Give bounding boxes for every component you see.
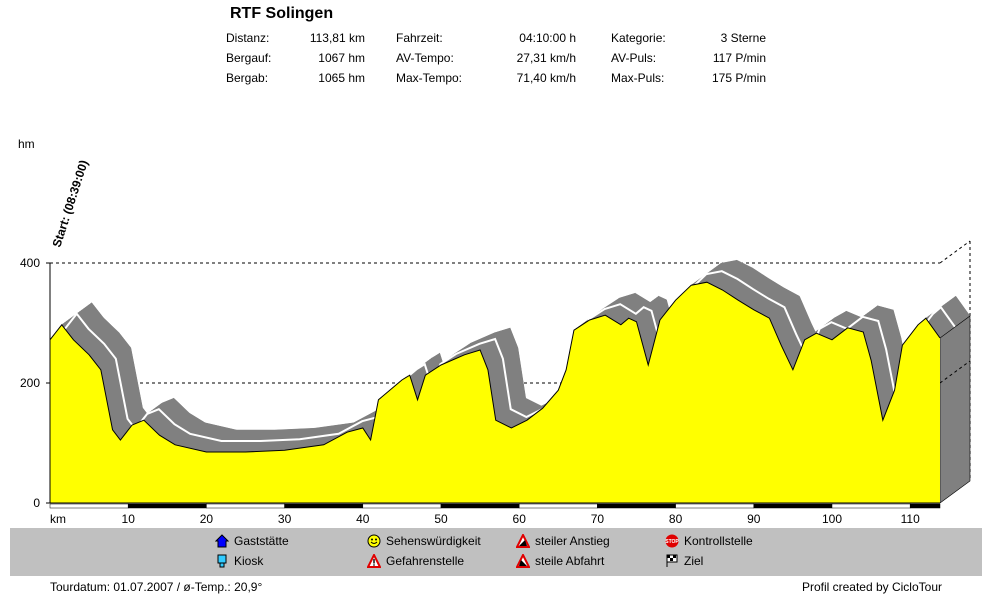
y-tick-label: 200 [20, 376, 40, 390]
legend-label: Kontrollstelle [684, 534, 753, 548]
legend-item: steile Abfahrt [516, 554, 604, 568]
warning-icon [367, 554, 381, 568]
x-tick-label: 40 [356, 512, 370, 526]
km-bar-segment [753, 503, 833, 509]
house-icon [215, 534, 229, 548]
y-axis-label: hm [18, 137, 35, 151]
x-tick-label: 80 [669, 512, 683, 526]
y-tick-label: 400 [20, 256, 40, 270]
km-bar-segment [909, 503, 941, 509]
km-bar-segment [362, 503, 442, 509]
stat-label: Max-Puls: [611, 71, 665, 85]
stat-value: 117 P/min [712, 51, 766, 65]
stat-value: 1067 hm [318, 51, 365, 65]
km-bar-segment [440, 503, 520, 509]
stat-label: Fahrzeit: [396, 31, 443, 45]
legend-label: Ziel [684, 554, 704, 568]
y-tick-label: 0 [33, 496, 40, 510]
legend-item: steiler Anstieg [516, 534, 610, 548]
finish-flag-icon [665, 554, 679, 568]
x-axis-label: km [50, 512, 66, 526]
legend-label: Kiosk [234, 554, 264, 568]
stat-value: 175 P/min [711, 71, 766, 85]
start-annotation: Start: (08:39:00) [50, 158, 91, 249]
gridline-side [939, 360, 971, 384]
legend-item: STOP Kontrollstelle [665, 534, 753, 548]
km-bar-segment [127, 503, 207, 509]
tour-title: RTF Solingen [230, 5, 334, 22]
legend-item: Gefahrenstelle [367, 554, 464, 568]
stat-value: 27,31 km/h [516, 51, 576, 65]
km-bar-segment [831, 503, 911, 509]
legend-item: Gaststätte [215, 534, 289, 548]
km-bar-segment [518, 503, 598, 509]
x-tick-label: 50 [434, 512, 448, 526]
stat-value: 04:10:00 h [519, 31, 576, 45]
x-tick-label: 70 [591, 512, 605, 526]
stat-label: Kategorie: [611, 31, 666, 45]
x-tick-label: 110 [901, 512, 920, 526]
stat-value: 113,81 km [309, 31, 365, 45]
x-tick-label: 90 [747, 512, 761, 526]
profile-area [50, 282, 940, 503]
x-tick-label: 20 [200, 512, 214, 526]
stat-value: 71,40 km/h [516, 71, 576, 85]
stat-label: Bergab: [226, 71, 269, 85]
stat-value: 1065 hm [318, 71, 365, 85]
svg-text:STOP: STOP [665, 539, 679, 545]
legend-label: steile Abfahrt [535, 554, 605, 568]
profile-line [49, 281, 941, 453]
legend-item: Kiosk [215, 554, 263, 568]
steep-descent-icon [516, 554, 530, 568]
profile-side-face [939, 315, 971, 504]
stop-icon: STOP [665, 534, 679, 548]
x-tick-label: 100 [822, 512, 842, 526]
stat-label: Max-Tempo: [396, 71, 463, 85]
x-tick-label: 10 [122, 512, 136, 526]
legend-label: Gefahrenstelle [386, 554, 465, 568]
steep-climb-icon [516, 534, 530, 548]
legend-item: Sehenswürdigkeit [367, 534, 481, 548]
stat-value: 3 Sterne [720, 31, 766, 45]
legend-label: Sehenswürdigkeit [386, 534, 481, 548]
stat-label: AV-Tempo: [396, 51, 454, 65]
gridline-depth [939, 240, 971, 264]
tour-date-temp: Tourdatum: 01.07.2007 / ø-Temp.: 20,9° [50, 580, 263, 594]
stat-label: Bergauf: [226, 51, 272, 65]
stat-label: Distanz: [226, 31, 270, 45]
km-bar-segment [49, 503, 129, 509]
km-bar-segment [284, 503, 364, 509]
x-tick-label: 60 [513, 512, 527, 526]
km-bar-segment [597, 503, 676, 509]
stat-label: AV-Puls: [611, 51, 657, 65]
legend-item: Ziel [665, 554, 703, 568]
smiley-icon [367, 534, 381, 548]
km-bar-segment [675, 503, 755, 509]
legend: Gaststätte Kiosk Sehenswürdigkeit Gefahrens… [10, 528, 982, 576]
legend-label: Gaststätte [234, 534, 289, 548]
km-bar-segment [206, 503, 285, 509]
kiosk-icon [215, 554, 229, 568]
x-tick-label: 30 [278, 512, 292, 526]
legend-label: steiler Anstieg [535, 534, 610, 548]
credit: Profil created by CicloTour [801, 580, 942, 594]
